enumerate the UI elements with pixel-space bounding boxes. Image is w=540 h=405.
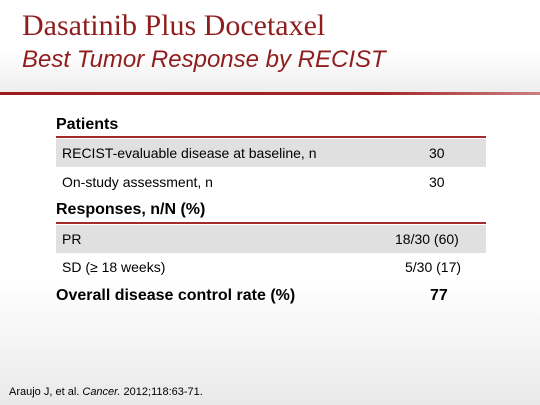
row-value: 30 bbox=[429, 145, 445, 161]
title-divider bbox=[0, 92, 540, 95]
slide-title: Dasatinib Plus Docetaxel bbox=[22, 9, 326, 42]
citation-details: 2012;118:63-71. bbox=[120, 386, 203, 398]
row-label: On-study assessment, n bbox=[62, 174, 213, 190]
overall-label: Overall disease control rate (%) bbox=[56, 287, 296, 304]
section-heading-responses: Responses, n/N (%) bbox=[56, 201, 206, 218]
row-label: RECIST-evaluable disease at baseline, n bbox=[62, 145, 317, 161]
table-row: PR 18/30 (60) bbox=[56, 225, 486, 253]
table-row: On-study assessment, n 30 bbox=[56, 168, 486, 196]
title-area: Dasatinib Plus Docetaxel Best Tumor Resp… bbox=[0, 0, 540, 92]
overall-value: 77 bbox=[430, 287, 448, 304]
overall-row: Overall disease control rate (%) 77 bbox=[56, 286, 486, 308]
citation-journal: Cancer. bbox=[82, 386, 121, 398]
slide-subtitle: Best Tumor Response by RECIST bbox=[22, 46, 386, 73]
citation: Araujo J, et al. Cancer. 2012;118:63-71. bbox=[9, 385, 203, 399]
section-divider-patients bbox=[56, 136, 486, 138]
section-divider-responses bbox=[56, 222, 486, 224]
citation-authors: Araujo J, et al. bbox=[9, 386, 83, 398]
row-value: 30 bbox=[429, 174, 445, 190]
table-row: RECIST-evaluable disease at baseline, n … bbox=[56, 139, 486, 167]
row-value: 18/30 (60) bbox=[395, 231, 459, 247]
row-value: 5/30 (17) bbox=[405, 259, 462, 275]
row-label: PR bbox=[62, 231, 82, 247]
section-heading-patients: Patients bbox=[56, 116, 119, 133]
table-row: SD (≥ 18 weeks) 5/30 (17) bbox=[56, 253, 486, 281]
row-label: SD (≥ 18 weeks) bbox=[62, 259, 166, 275]
